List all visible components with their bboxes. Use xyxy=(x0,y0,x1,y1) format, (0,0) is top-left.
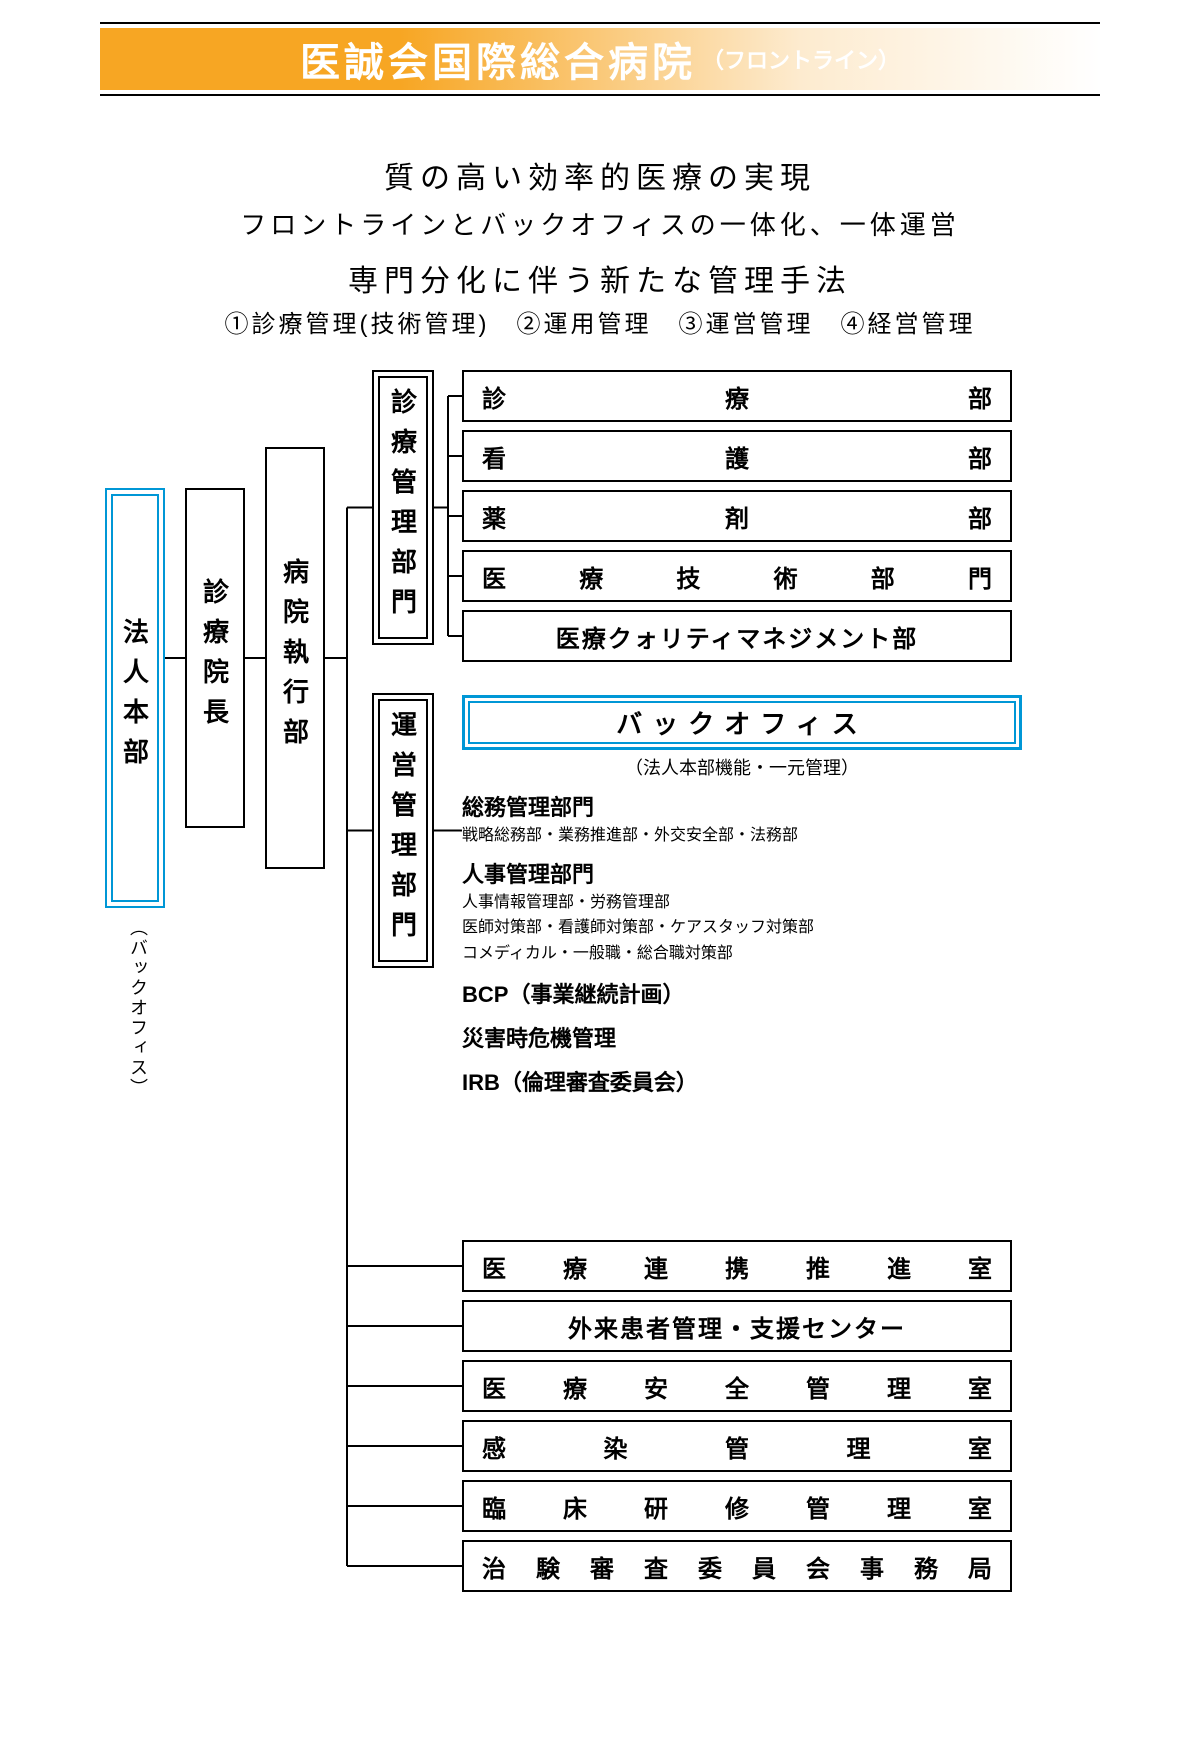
backoffice-panel: バックオフィス （法人本部機能・一元管理） 総務管理部門戦略総務部・業務推進部・外交… xyxy=(462,695,1022,1097)
legal-hq-caption: （バックオフィス） xyxy=(125,918,151,1098)
backoffice-section-0-line-0: 戦略総務部・業務推進部・外交安全部・法務部 xyxy=(462,824,1022,847)
header: 医誠会国際総合病院 （フロントライン） xyxy=(100,22,1100,96)
dept-a-4: 医療クォリティマネジメント部 xyxy=(462,610,1012,662)
node-legal-hq: 法人本部 xyxy=(105,488,165,908)
node-director: 診療院長 xyxy=(185,488,245,828)
backoffice-item-1: 災害時危機管理 xyxy=(462,1021,1022,1053)
backoffice-item-0: BCP（事業継続計画） xyxy=(462,977,1022,1009)
backoffice-subtitle: （法人本部機能・一元管理） xyxy=(462,754,1022,780)
dept-a-2: 薬剤部 xyxy=(462,490,1012,542)
node-exec-label: 病院執行部 xyxy=(277,558,314,758)
bottom-rule xyxy=(100,94,1100,96)
intro-line-2: フロントラインとバックオフィスの一体化、一体運営 xyxy=(100,205,1100,242)
top-rule xyxy=(100,22,1100,24)
intro-line-1: 質の高い効率的医療の実現 xyxy=(100,153,1100,197)
intro-line-3: 専門分化に伴う新たな管理手法 xyxy=(100,256,1100,300)
backoffice-section-1-line-1: 医師対策部・看護師対策部・ケアスタッフ対策部 xyxy=(462,916,1022,939)
node-clinical-mgmt-label: 診療管理部門 xyxy=(385,388,422,628)
dept-b-1: 外来患者管理・支援センター xyxy=(462,1300,1012,1352)
backoffice-section-1-line-0: 人事情報管理部・労務管理部 xyxy=(462,891,1022,914)
dept-b-4: 臨床研修管理室 xyxy=(462,1480,1012,1532)
node-operations-mgmt-label: 運営管理部門 xyxy=(385,711,422,951)
title-banner: 医誠会国際総合病院 （フロントライン） xyxy=(100,28,1100,90)
backoffice-section-head-0: 総務管理部門 xyxy=(462,790,1022,822)
backoffice-item-2: IRB（倫理審査委員会） xyxy=(462,1065,1022,1097)
backoffice-section-head-1: 人事管理部門 xyxy=(462,857,1022,889)
dept-a-1: 看護部 xyxy=(462,430,1012,482)
dept-b-0: 医療連携推進室 xyxy=(462,1240,1012,1292)
dept-a-0: 診療部 xyxy=(462,370,1012,422)
page-subtitle: （フロントライン） xyxy=(702,43,900,75)
intro-block: 質の高い効率的医療の実現 フロントラインとバックオフィスの一体化、一体運営 専門… xyxy=(100,145,1100,343)
backoffice-section-1-line-2: コメディカル・一般職・総合職対策部 xyxy=(462,942,1022,965)
dept-a-3: 医療技術部門 xyxy=(462,550,1012,602)
intro-line-4: ①診療管理(技術管理) ②運用管理 ③運営管理 ④経営管理 xyxy=(100,304,1100,339)
page-title: 医誠会国際総合病院 xyxy=(300,30,696,88)
dept-b-3: 感染管理室 xyxy=(462,1420,1012,1472)
node-operations-mgmt: 運営管理部門 xyxy=(372,693,434,968)
dept-b-2: 医療安全管理室 xyxy=(462,1360,1012,1412)
dept-b-5: 治験審査委員会事務局 xyxy=(462,1540,1012,1592)
node-clinical-mgmt: 診療管理部門 xyxy=(372,370,434,645)
node-legal-hq-label: 法人本部 xyxy=(117,618,154,778)
node-exec: 病院執行部 xyxy=(265,447,325,869)
backoffice-title: バックオフィス xyxy=(462,695,1022,750)
node-director-label: 診療院長 xyxy=(197,578,234,738)
